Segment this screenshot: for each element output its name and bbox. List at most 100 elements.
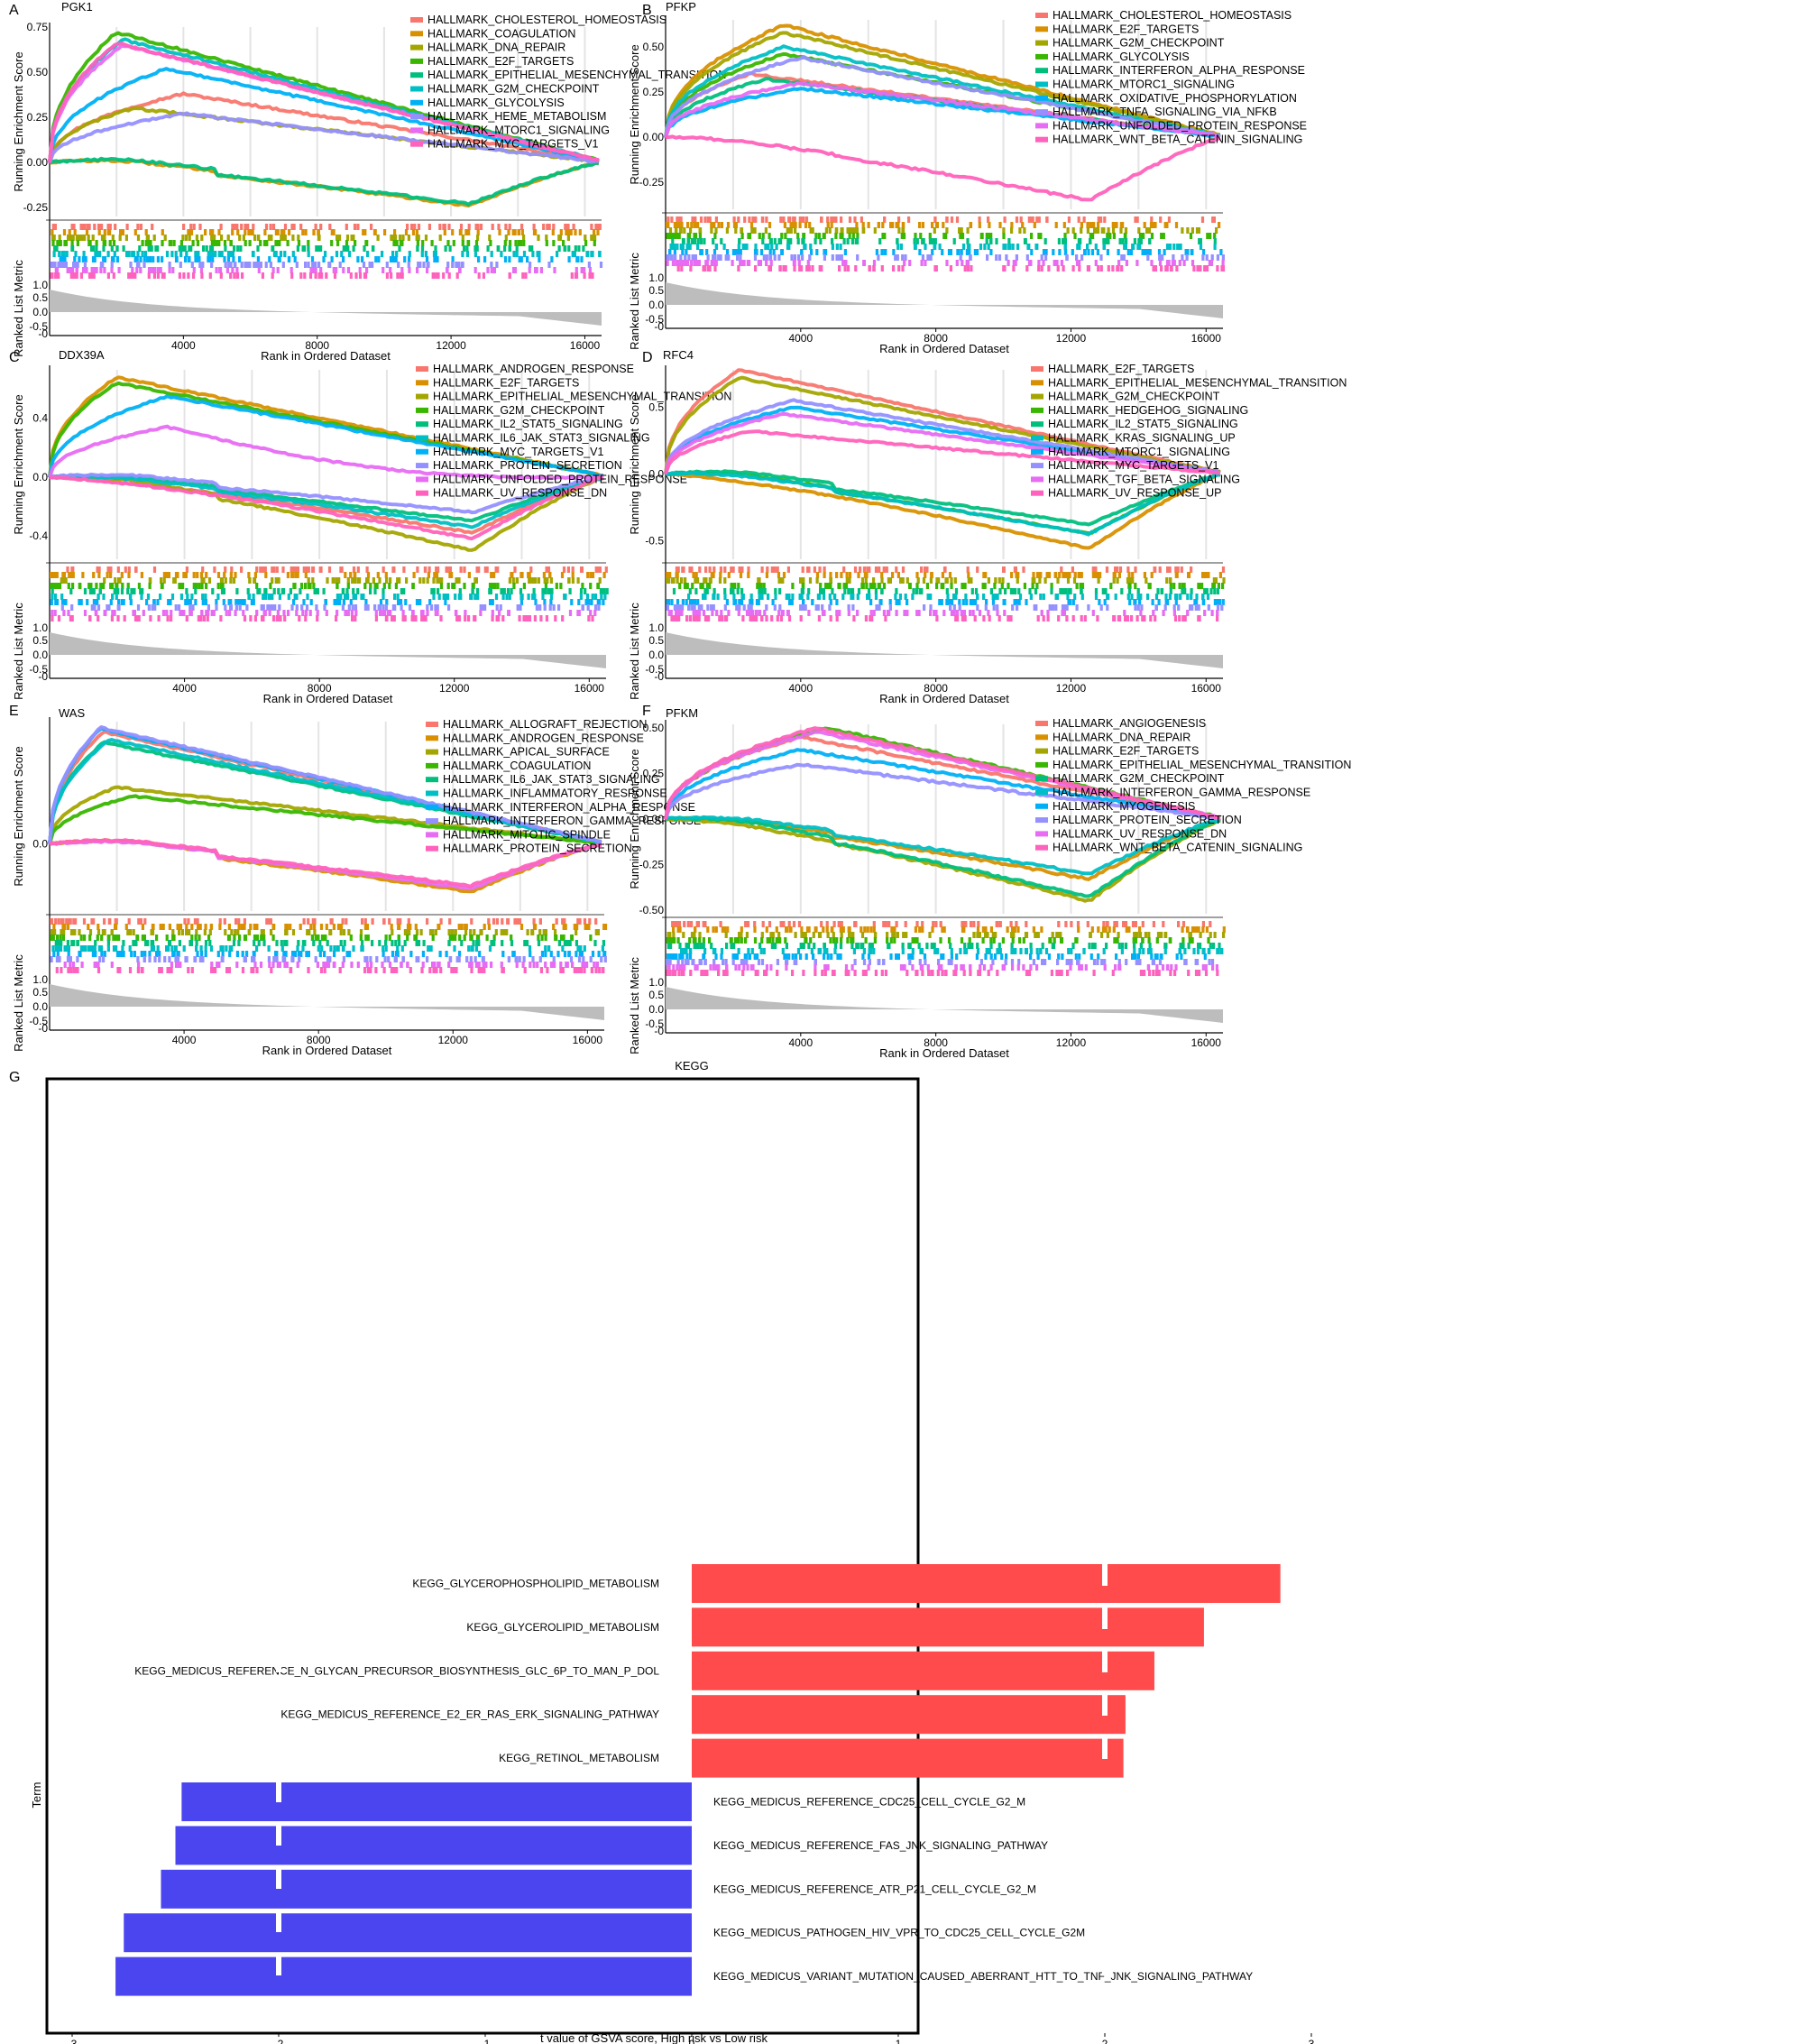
- hit-mark: [1093, 227, 1097, 234]
- hit-mark: [1169, 937, 1172, 944]
- hit-mark: [115, 588, 119, 594]
- hit-mark: [760, 937, 764, 944]
- hit-mark: [571, 572, 575, 578]
- hit-mark: [1066, 227, 1070, 234]
- hit-mark: [698, 937, 702, 944]
- hit-mark: [850, 937, 853, 944]
- hit-mark: [189, 610, 193, 616]
- hit-mark: [426, 577, 429, 584]
- hit-mark: [782, 265, 786, 272]
- hit-mark: [301, 945, 305, 952]
- hit-mark: [1158, 566, 1162, 573]
- hit-mark: [760, 932, 764, 938]
- hit-mark: [856, 238, 860, 244]
- hit-mark: [339, 940, 343, 946]
- hit-mark: [190, 967, 194, 973]
- legend-label: HALLMARK_MITOTIC_SPINDLE: [443, 828, 611, 841]
- hit-mark: [322, 588, 326, 594]
- hit-mark: [264, 224, 269, 230]
- hit-mark: [257, 267, 261, 273]
- hit-mark: [815, 577, 819, 584]
- hit-mark: [451, 229, 455, 235]
- hit-mark: [278, 594, 281, 600]
- hit-mark: [307, 245, 310, 252]
- hit-mark: [477, 967, 481, 973]
- hit-mark: [399, 272, 402, 279]
- hit-mark: [992, 937, 996, 944]
- hit-mark: [89, 588, 93, 594]
- hit-mark: [152, 272, 156, 279]
- ranked-metric-area: [666, 632, 1223, 668]
- hit-mark: [1122, 254, 1126, 261]
- hit-mark: [671, 238, 675, 244]
- hit-mark: [705, 249, 709, 255]
- hit-mark: [438, 235, 442, 241]
- hit-mark: [528, 572, 531, 578]
- hit-mark: [673, 222, 676, 228]
- hit-mark: [785, 943, 788, 949]
- hit-mark: [208, 272, 212, 279]
- hit-mark: [298, 615, 301, 621]
- legend-swatch: [1031, 366, 1043, 372]
- hit-mark: [261, 272, 264, 279]
- hit-mark: [823, 566, 826, 573]
- hit-mark: [731, 249, 735, 255]
- hit-mark: [915, 588, 918, 594]
- hit-mark: [168, 940, 171, 946]
- hit-mark: [761, 238, 765, 244]
- hit-mark: [373, 588, 377, 594]
- hit-mark: [804, 604, 807, 611]
- hit-mark: [556, 951, 560, 957]
- hit-mark: [591, 272, 594, 279]
- hit-mark: [324, 962, 327, 968]
- hit-mark: [471, 583, 474, 589]
- hit-mark: [898, 594, 902, 600]
- hit-mark: [1054, 594, 1058, 600]
- hit-mark: [238, 235, 242, 241]
- hit-mark: [1106, 249, 1109, 255]
- hit-mark: [1048, 937, 1052, 944]
- hit-mark: [676, 615, 680, 621]
- hit-mark: [156, 945, 160, 952]
- x-axis-label: Rank in Ordered Dataset: [263, 692, 393, 705]
- hit-mark: [427, 262, 430, 268]
- hit-mark: [703, 594, 707, 600]
- hit-mark: [799, 615, 803, 621]
- hit-mark: [358, 272, 363, 279]
- hit-mark: [600, 956, 603, 962]
- hit-mark: [120, 572, 124, 578]
- legend-label: HALLMARK_E2F_TARGETS: [433, 376, 579, 389]
- hit-mark: [448, 572, 452, 578]
- hit-mark: [888, 599, 892, 605]
- hit-mark: [190, 924, 194, 930]
- hit-mark: [1134, 604, 1137, 611]
- hit-mark: [557, 604, 561, 611]
- hit-mark: [1189, 233, 1193, 239]
- hit-mark: [188, 940, 192, 946]
- hit-mark: [489, 240, 492, 246]
- hit-mark: [820, 921, 823, 927]
- hit-mark: [1045, 216, 1049, 223]
- hit-mark: [1216, 948, 1219, 954]
- legend-swatch: [426, 735, 438, 741]
- hit-mark: [690, 260, 694, 266]
- hit-mark: [156, 599, 160, 605]
- hit-mark: [115, 256, 119, 262]
- hit-mark: [477, 256, 481, 262]
- hit-mark: [57, 262, 60, 268]
- hit-mark: [93, 224, 97, 230]
- hit-mark: [831, 238, 834, 244]
- hit-mark: [1148, 249, 1152, 255]
- hit-mark: [400, 604, 403, 611]
- hit-mark: [181, 583, 185, 589]
- hit-mark: [539, 267, 543, 273]
- hit-mark: [805, 265, 809, 272]
- panel-title: WAS: [59, 706, 85, 720]
- hit-mark: [988, 222, 991, 228]
- hit-mark: [593, 229, 596, 235]
- hit-mark: [869, 926, 873, 933]
- hit-mark: [747, 604, 750, 611]
- hit-mark: [1154, 615, 1157, 621]
- hit-mark: [1198, 238, 1201, 244]
- hit-mark: [284, 951, 288, 957]
